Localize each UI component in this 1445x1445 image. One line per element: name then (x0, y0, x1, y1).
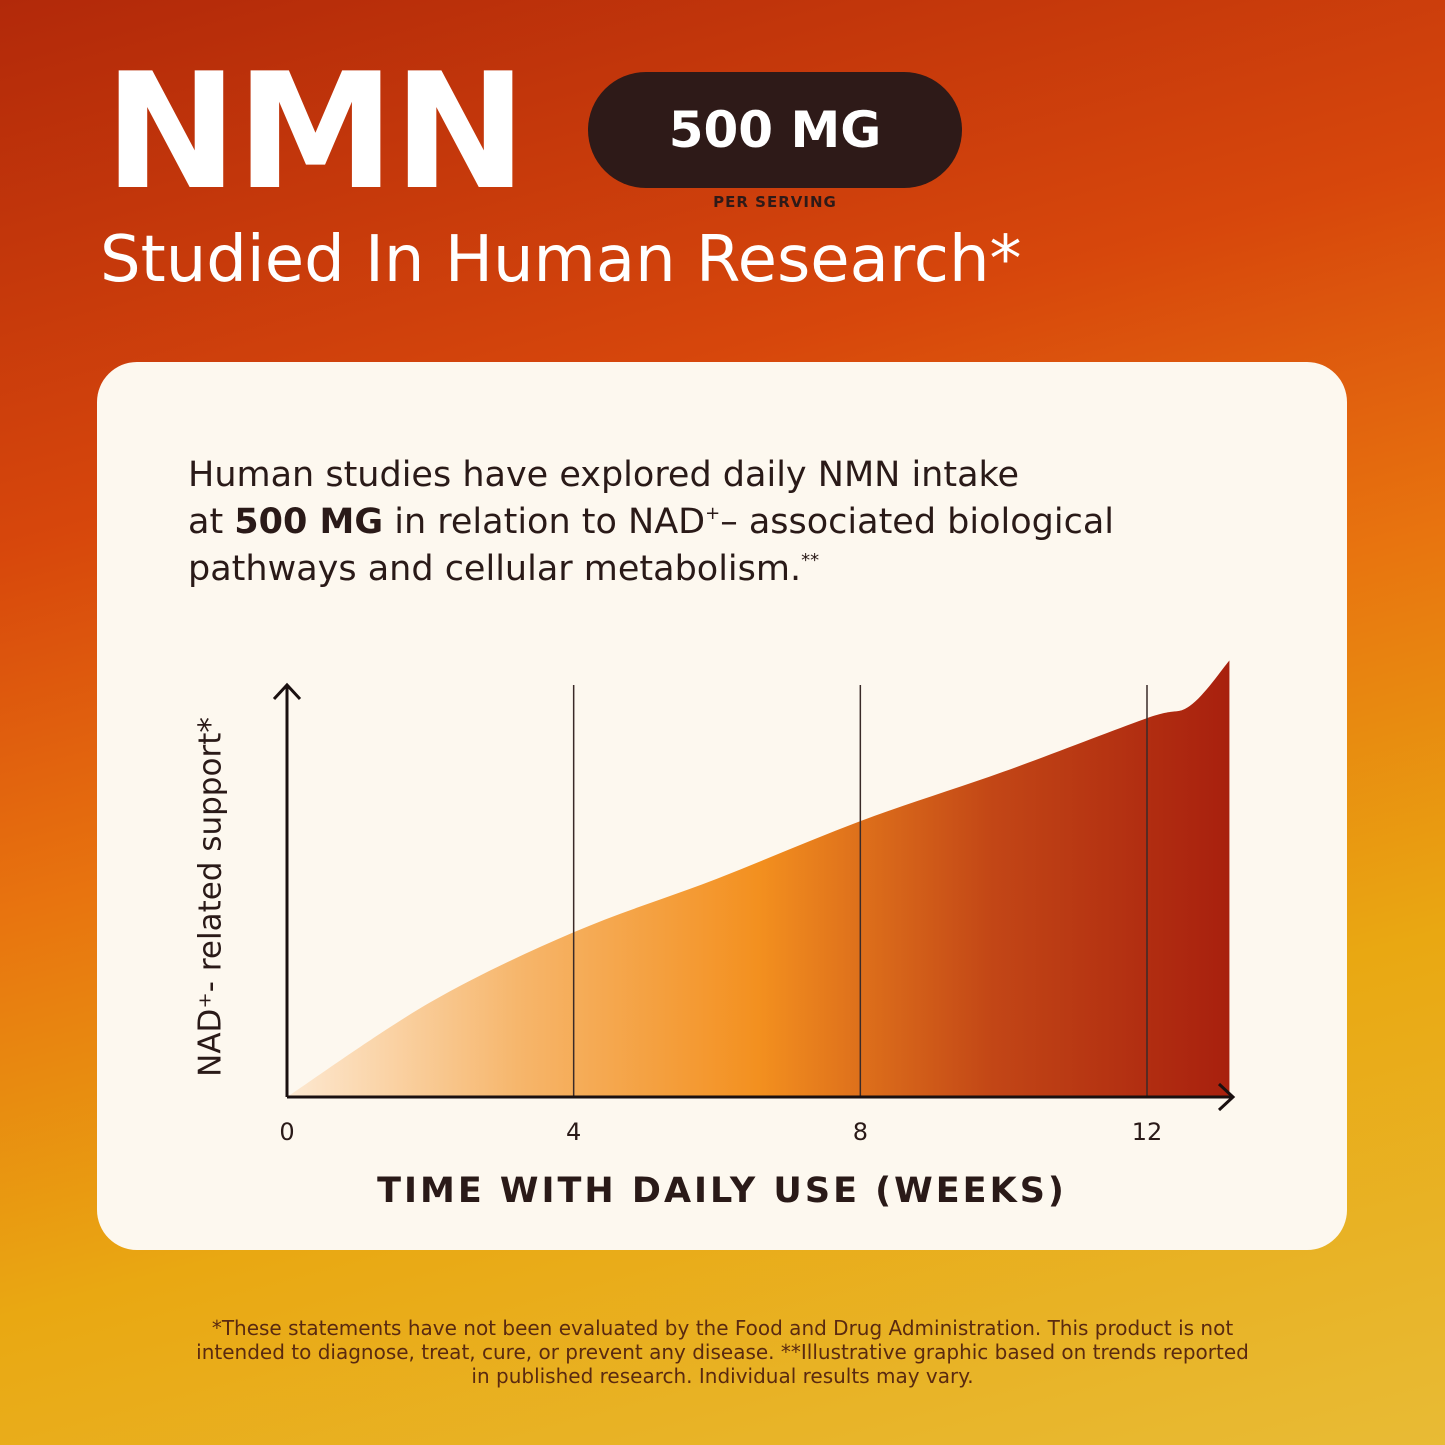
y-axis (272, 682, 302, 1097)
subtitle: Studied In Human Research* (100, 223, 1022, 297)
x-tick-label: 4 (566, 1118, 581, 1146)
emphasis: 500 MG (234, 502, 384, 542)
x-tick-label: 8 (853, 1118, 868, 1146)
x-tick-label: 12 (1132, 1118, 1163, 1146)
text: in relation to NAD (383, 502, 706, 542)
x-axis-label: TIME WITH DAILY USE (WEEKS) (377, 1171, 1067, 1211)
area (287, 660, 1230, 1097)
x-tick-label: 0 (279, 1118, 294, 1146)
body-line: at 500 MG in relation to NAD+– associate… (188, 499, 1114, 546)
body-line: Human studies have explored daily NMN in… (188, 455, 1020, 495)
y-axis-label: NAD⁺- related support* (193, 717, 229, 1077)
footnote-line: in published research. Individual result… (471, 1364, 974, 1388)
text: – associated biological (720, 502, 1115, 542)
badge-note: PER SERVING (713, 193, 837, 211)
dose-badge: 500 MG (588, 72, 962, 188)
superscript: + (705, 503, 721, 524)
footnote-line: intended to diagnose, treat, cure, or pr… (196, 1340, 1249, 1364)
text: at (188, 502, 235, 542)
body-text: Human studies have explored daily NMN in… (188, 452, 1114, 593)
body-line: pathways and cellular metabolism.** (188, 546, 1114, 593)
footnote-line: *These statements have not been evaluate… (211, 1316, 1234, 1340)
footnote: *These statements have not been evaluate… (0, 1316, 1445, 1388)
superscript: ** (801, 550, 820, 571)
text: pathways and cellular metabolism. (188, 549, 802, 589)
x-axis (287, 1082, 1236, 1112)
title: NMN (104, 38, 527, 225)
